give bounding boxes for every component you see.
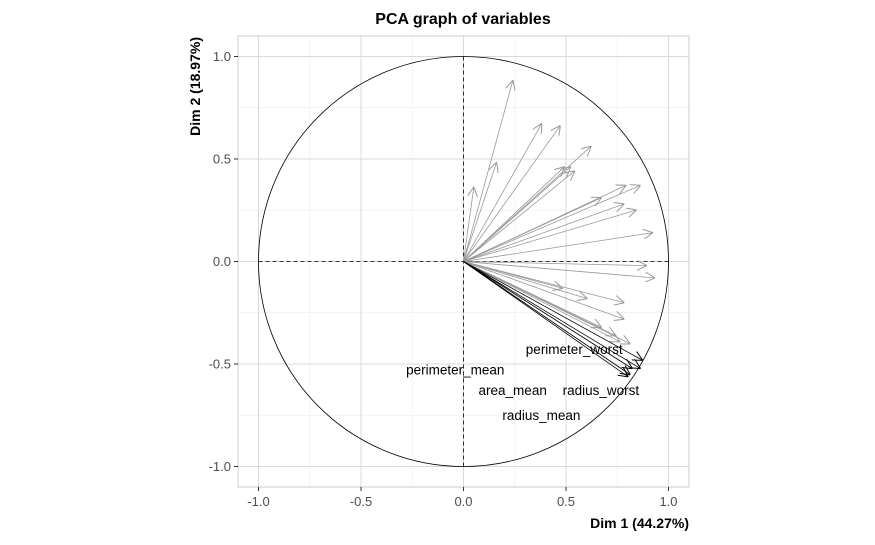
variable-arrow: [463, 186, 626, 262]
highlighted-variable-arrow: [463, 261, 632, 369]
variable-arrow: [463, 126, 560, 262]
variable-label-radius-worst: radius_worst: [563, 383, 640, 398]
x-tick-label: -1.0: [247, 494, 269, 509]
variable-arrow: [463, 204, 624, 262]
highlighted-variable-arrow: [463, 261, 628, 377]
variable-arrow: [463, 167, 564, 262]
variable-arrow: [463, 188, 474, 262]
variable-arrow: [463, 233, 653, 262]
variable-label-radius-mean: radius_mean: [502, 408, 580, 423]
y-tick-label: 1.0: [213, 49, 231, 64]
x-tick-label: 0.5: [557, 494, 575, 509]
variable-label-perimeter-mean: perimeter_mean: [406, 363, 504, 378]
variable-arrow: [463, 163, 497, 262]
variable-arrow: [463, 261, 624, 303]
highlighted-variable-arrow: [463, 261, 642, 360]
x-tick-label: 0.0: [454, 494, 472, 509]
vectors-layer: [463, 81, 655, 377]
variable-arrow: [463, 261, 587, 299]
y-tick-label: -0.5: [209, 357, 231, 372]
y-tick-label: 0.5: [213, 152, 231, 167]
variable-arrow: [463, 210, 636, 262]
variable-arrow: [463, 261, 655, 278]
x-tick-label: 1.0: [659, 494, 677, 509]
variable-arrow: [463, 124, 542, 262]
variable-label-area-mean: area_mean: [479, 383, 547, 398]
variable-arrow: [463, 262, 646, 266]
variable-arrow: [463, 261, 624, 319]
variable-arrow: [463, 186, 640, 262]
ticks-layer: -1.0 -1.0 -0.5 -0.5 0.0 0.0 0.5 0.5 1.0 1.0: [209, 49, 678, 509]
variable-label-perimeter-worst: perimeter_worst: [526, 342, 623, 357]
y-axis-title: Dim 2 (18.97%): [187, 37, 203, 136]
y-tick-label: -1.0: [209, 459, 231, 474]
x-axis-title: Dim 1 (44.27%): [590, 515, 689, 531]
variable-arrow: [463, 261, 630, 344]
variable-arrow: [463, 171, 575, 262]
chart-title: PCA graph of variables: [375, 11, 551, 28]
highlighted-variable-arrow: [463, 261, 630, 375]
variable-arrow: [463, 167, 571, 262]
y-tick-label: 0.0: [213, 254, 231, 269]
highlighted-variable-arrow: [463, 261, 640, 369]
x-tick-label: -0.5: [350, 494, 372, 509]
variable-arrow: [463, 81, 513, 262]
variable-arrow: [463, 261, 620, 342]
